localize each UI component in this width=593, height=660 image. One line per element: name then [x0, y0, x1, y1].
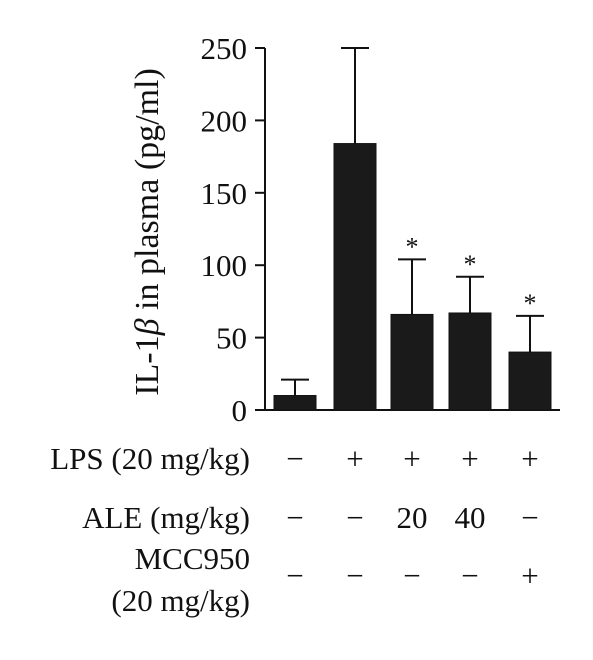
treatment-cell: − [521, 500, 538, 535]
axes: 0 50 100 150 200 250 [201, 31, 560, 428]
treatment-cell: + [403, 441, 420, 476]
y-tick-label: 200 [201, 103, 248, 138]
significance-marker: * [464, 250, 477, 279]
bar [333, 143, 377, 411]
significance-marker: * [524, 289, 537, 318]
y-axis-label-text: IL-1β in plasma (pg/ml) [129, 68, 166, 396]
bar [273, 395, 317, 411]
y-axis-label-prefix: IL-1 [129, 335, 166, 395]
significance-marker: * [406, 232, 419, 261]
treatment-cell: + [346, 441, 363, 476]
treatment-table: LPS (20 mg/kg) − + + + +ALE (mg/kg) − −20 40 −MCC… [50, 441, 539, 618]
treatment-cell: − [403, 558, 420, 593]
treatment-cell: 40 [455, 500, 486, 535]
y-tick-label: 150 [201, 176, 248, 211]
treatment-cell: − [461, 558, 478, 593]
y-axis-label: IL-1β in plasma (pg/ml) [129, 68, 166, 396]
treatment-label: ALE (mg/kg) [82, 500, 250, 535]
bar [508, 351, 552, 411]
treatment-cell: 20 [397, 500, 428, 535]
treatment-cell: + [461, 441, 478, 476]
y-axis-label-greek: β [129, 318, 166, 336]
y-tick-label: 250 [201, 31, 248, 66]
treatment-cell: − [286, 500, 303, 535]
treatment-label: (20 mg/kg) [111, 583, 250, 618]
treatment-cell: + [521, 558, 538, 593]
y-tick-label: 100 [201, 248, 248, 283]
bar [390, 313, 434, 411]
treatment-label: MCC950 [135, 541, 250, 576]
treatment-cell: − [346, 500, 363, 535]
treatment-cell: − [286, 441, 303, 476]
bar [448, 312, 492, 411]
treatment-cell: + [521, 441, 538, 476]
treatment-cell: − [286, 558, 303, 593]
y-axis-label-suffix: in plasma (pg/ml) [129, 68, 166, 318]
bars: * * * [273, 47, 552, 411]
treatment-cell: − [346, 558, 363, 593]
y-tick-label: 50 [216, 321, 247, 356]
treatment-label: LPS (20 mg/kg) [50, 441, 250, 476]
y-tick-label: 0 [232, 393, 248, 428]
